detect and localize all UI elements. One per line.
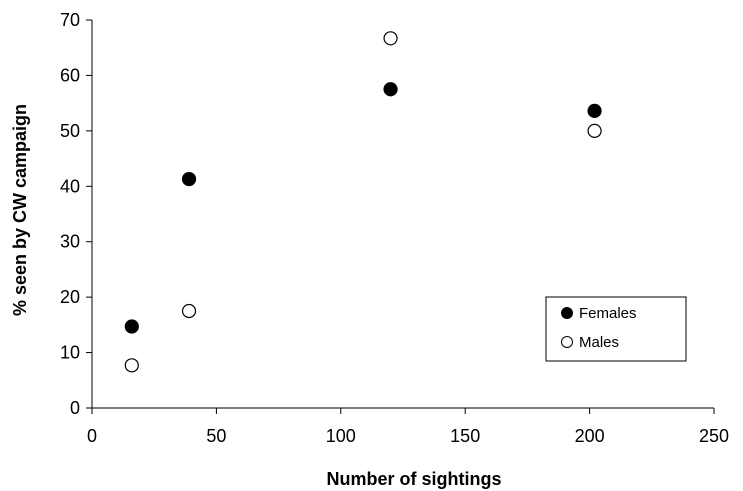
legend: Females Males — [545, 296, 687, 362]
y-axis-ticks: 0 10 20 30 40 50 60 70 — [60, 10, 92, 418]
y-tick-label: 30 — [60, 232, 80, 252]
data-point-males — [383, 31, 398, 46]
data-point-females — [587, 103, 602, 119]
data-point-females — [181, 171, 197, 187]
data-point-males — [124, 358, 139, 373]
x-tick-label: 100 — [326, 426, 356, 446]
data-point-females — [383, 82, 398, 97]
x-tick-label: 150 — [450, 426, 480, 446]
x-axis-ticks: 0 50 100 150 200 250 — [87, 408, 729, 446]
x-tick-label: 250 — [699, 426, 729, 446]
legend-marker-males — [561, 336, 573, 348]
x-tick-label: 200 — [575, 426, 605, 446]
x-tick-label: 50 — [206, 426, 226, 446]
y-tick-label: 70 — [60, 10, 80, 30]
y-axis-title: % seen by CW campaign — [10, 104, 30, 316]
data-point-females — [124, 319, 139, 334]
legend-label-males: Males — [579, 334, 619, 351]
data-point-males — [181, 303, 197, 319]
legend-label-females: Females — [579, 305, 637, 322]
y-tick-label: 40 — [60, 176, 80, 196]
y-tick-label: 0 — [70, 398, 80, 418]
x-axis-title: Number of sightings — [327, 469, 502, 489]
y-tick-label: 20 — [60, 287, 80, 307]
data-points — [124, 31, 602, 373]
y-tick-label: 60 — [60, 65, 80, 85]
legend-marker-females — [561, 307, 573, 319]
x-tick-label: 0 — [87, 426, 97, 446]
y-tick-label: 10 — [60, 343, 80, 363]
data-point-males — [587, 123, 602, 138]
plot-area: 0 10 20 30 40 50 60 70 0 50 100 150 200 250 — [60, 10, 729, 446]
y-tick-label: 50 — [60, 121, 80, 141]
